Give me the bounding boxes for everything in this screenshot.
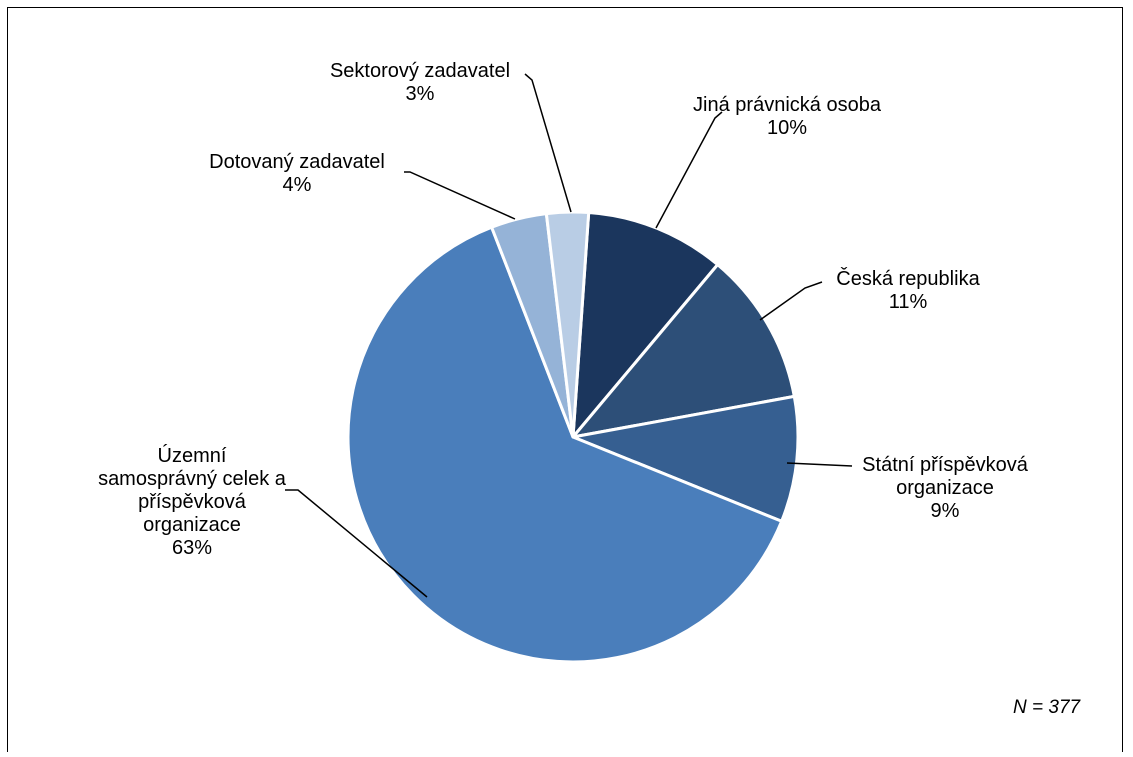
slice-label-line: Dotovaný zadavatel	[209, 151, 385, 173]
pie-slice	[571, 394, 800, 523]
slice-percent-label: 11%	[889, 291, 928, 313]
slice-percent-label: 10%	[767, 117, 807, 139]
slice-label-line: Územní	[158, 444, 227, 467]
slice-percent-label: 9%	[931, 500, 960, 522]
slice-label-line: Sektorový zadavatel	[330, 60, 510, 82]
sample-size-note: N = 377	[1013, 697, 1082, 718]
pie-slice	[346, 225, 784, 664]
pie-slice	[571, 211, 720, 439]
pie-slices	[346, 210, 800, 664]
slice-label-line: organizace	[143, 514, 241, 536]
leader-line	[404, 171, 516, 220]
slice-label-line: samosprávný celek a	[98, 468, 287, 490]
leader-line	[524, 73, 572, 213]
slice-label-line: příspěvková	[138, 491, 247, 513]
leader-line	[655, 111, 723, 229]
slice-label-line: Česká republika	[836, 267, 980, 290]
slice-percent-label: 63%	[172, 537, 212, 559]
slice-label-line: organizace	[896, 477, 994, 499]
pie-slice	[544, 210, 591, 439]
leader-line	[786, 462, 853, 467]
pie-slice	[571, 263, 796, 439]
leader-line	[759, 281, 823, 321]
slice-percent-label: 3%	[406, 83, 435, 105]
slice-label-line: Jiná právnická osoba	[693, 94, 882, 116]
leader-lines	[285, 73, 853, 598]
slice-percent-label: 4%	[283, 174, 312, 196]
leader-line	[285, 489, 428, 598]
slice-label-line: Státní příspěvková	[862, 454, 1029, 476]
